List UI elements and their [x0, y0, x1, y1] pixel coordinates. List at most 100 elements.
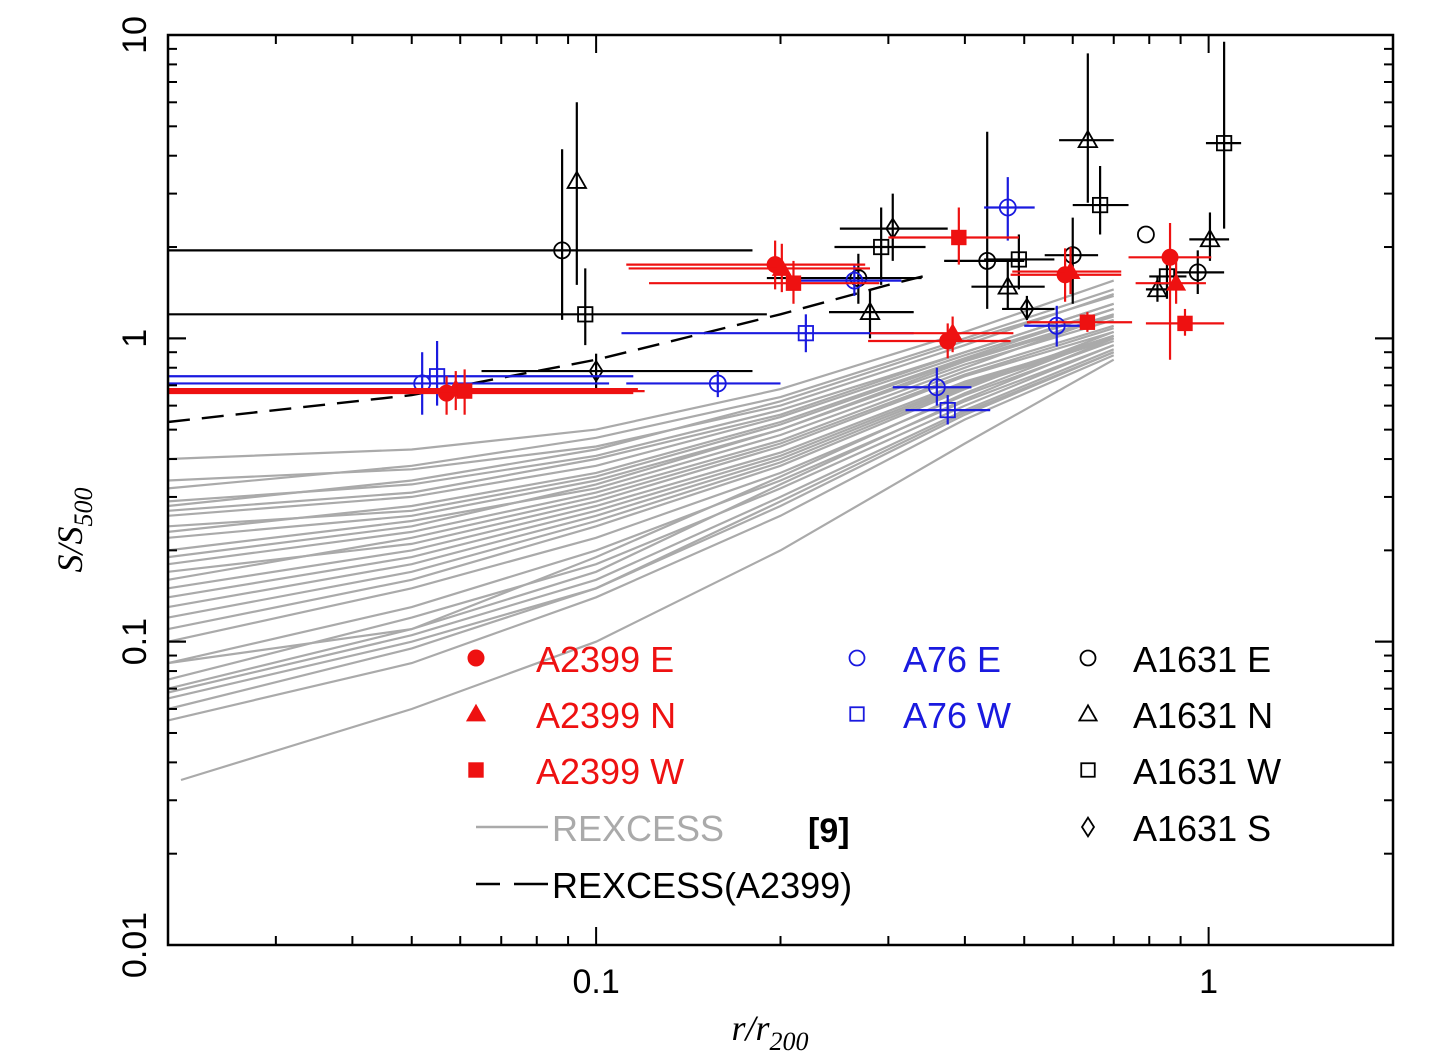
legend-marker: [1077, 703, 1099, 722]
marker-a2399-w-4: [1177, 315, 1193, 332]
series-a1631-s: [481, 193, 1055, 390]
marker-a1631-w-5: [1216, 135, 1233, 152]
legend-marker: [465, 703, 487, 722]
rexcess-curve-26: [167, 337, 1115, 619]
rexcess-a2399-curve: [167, 273, 930, 424]
point-a76-w-0: [168, 340, 634, 406]
marker-a76-e-1: [708, 374, 727, 393]
legend-label: A2399 N: [536, 695, 676, 736]
legend-label: A2399 E: [536, 639, 674, 680]
rexcess-curve-25: [167, 334, 1115, 599]
x-tick-label: 0.1: [572, 963, 619, 1001]
marker-a2399-w-3: [1079, 314, 1096, 330]
legend-item-a1631-e: A1631 E: [1079, 639, 1271, 680]
marker-a76-w-1: [797, 325, 814, 342]
legend-label: REXCESS: [552, 808, 724, 849]
rexcess-curve-24: [167, 327, 1115, 581]
rexcess-curve-16: [167, 351, 1115, 711]
rexcess-curve-27: [167, 351, 1115, 700]
point-a2399-w-1: [649, 260, 880, 304]
marker-a1631-w-1: [873, 238, 890, 256]
legend-marker: [848, 649, 866, 667]
legend-item-rexcess-a2399-: REXCESS(A2399): [476, 865, 852, 906]
point-a1631-e-2: [944, 131, 1025, 309]
point-a1631-w-5: [1205, 41, 1242, 229]
rexcess-curve-3: [167, 307, 1115, 517]
legend-label: A2399 W: [536, 751, 684, 792]
marker-a76-e-2: [845, 271, 864, 290]
marker-a1631-s-2: [1019, 297, 1035, 321]
point-a1631-e-0: [168, 149, 753, 320]
y-tick-label: 0.01: [116, 912, 154, 978]
marker-a1631-w-2: [1010, 251, 1027, 268]
annotation-ref: [9]: [808, 812, 850, 850]
rexcess-curve-6: [167, 313, 1115, 552]
marker-a2399-n-4: [1166, 272, 1187, 291]
legend-marker: [467, 649, 485, 667]
rexcess-curve-4: [167, 313, 1115, 528]
marker-a1631-n-3: [1077, 129, 1099, 148]
x-axis-label: r/r200: [731, 1008, 808, 1052]
point-a2399-n-4: [1135, 259, 1206, 304]
point-a1631-n-0: [566, 102, 588, 285]
marker-a1631-e-2: [978, 252, 997, 270]
rexcess-curve-15: [167, 348, 1115, 694]
series-a2399-w: [168, 207, 1225, 415]
marker-a1631-n-2: [997, 275, 1019, 295]
point-a2399-w-0: [168, 369, 645, 415]
rexcess-curve-10: [167, 337, 1115, 609]
rexcess-curve-13: [167, 344, 1115, 665]
marker-a2399-n-3: [1060, 261, 1081, 279]
marker-a1631-w-3: [1091, 196, 1109, 214]
y-tick-label: 10: [116, 16, 154, 54]
legend-item-a2399-w: A2399 W: [468, 751, 684, 792]
legend-label: A1631 W: [1133, 751, 1281, 792]
point-a1631-w-0: [168, 268, 767, 346]
legend-item-a1631-s: A1631 S: [1080, 808, 1271, 849]
point-a1631-n-2: [971, 260, 1045, 309]
rexcess-curve-18: [180, 358, 1115, 782]
series-a1631-e: [168, 131, 1225, 320]
y-tick-label: 0.1: [116, 618, 154, 665]
legend-item-a1631-n: A1631 N: [1077, 695, 1273, 736]
point-a76-e-3: [892, 367, 972, 406]
marker-a1631-s-1: [885, 216, 901, 241]
point-a2399-w-2: [888, 207, 1019, 265]
point-a1631-w-3: [1072, 165, 1129, 235]
marker-a1631-e-5: [1188, 263, 1207, 282]
marker-a1631-e-0: [553, 241, 572, 260]
legend-label: A76 W: [903, 695, 1011, 736]
legend-marker: [1080, 762, 1096, 778]
point-a76-e-0: [168, 352, 610, 415]
point-a1631-w-2: [984, 234, 1055, 290]
marker-a1631-n-0: [566, 170, 588, 189]
legend-label: A1631 E: [1133, 639, 1271, 680]
legend-label: A1631 N: [1133, 695, 1273, 736]
data-points: [168, 41, 1242, 425]
rexcess-curve-21: [167, 302, 1115, 512]
point-a2399-e-0: [168, 376, 634, 415]
rexcess-curve-7: [167, 324, 1115, 566]
rexcess-curve-17: [167, 354, 1115, 722]
marker-a1631-s-0: [588, 359, 604, 383]
marker-a76-e-4: [998, 198, 1017, 217]
series-a76-w: [168, 314, 991, 425]
rexcess-curve-22: [167, 307, 1115, 533]
point-a1631-w-1: [834, 207, 926, 285]
point-a76-e-4: [984, 177, 1035, 241]
rexcess-curve-19: [167, 337, 1115, 665]
rexcess-curve-12: [167, 339, 1115, 643]
point-a1631-s-2: [1002, 295, 1055, 321]
point-a76-e-5: [1024, 305, 1086, 347]
point-a1631-n-5: [1189, 212, 1230, 261]
marker-a1631-n-4: [1146, 278, 1169, 298]
point-a2399-e-4: [1128, 223, 1212, 360]
marker-a2399-w-0: [456, 383, 473, 399]
marker-a76-e-5: [1047, 316, 1066, 335]
y-tick-label: 1: [116, 329, 154, 348]
point-a2399-n-2: [870, 316, 1014, 353]
rexcess-curve-14: [167, 344, 1115, 681]
marker-a2399-n-2: [942, 322, 963, 341]
point-a76-w-2: [905, 395, 991, 425]
